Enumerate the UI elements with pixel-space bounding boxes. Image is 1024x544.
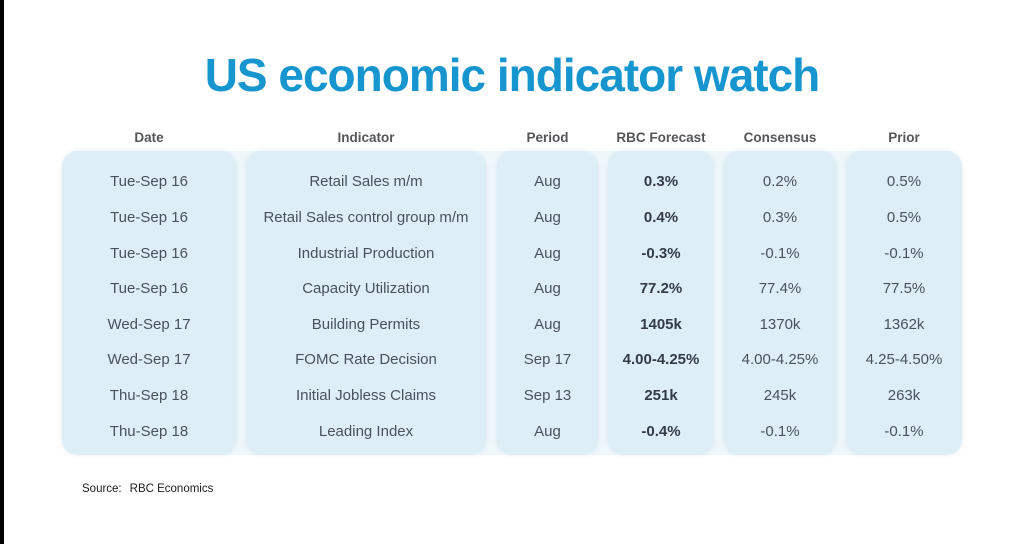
cell-rbc_forecast-row7: 251k [644,387,678,405]
cell-prior-row3: -0.1% [884,244,924,262]
cell-consensus-row6: 4.00-4.25% [741,351,819,369]
cell-indicator-row7: Initial Jobless Claims [295,387,437,405]
header-period: Period [526,130,569,145]
page-title: US economic indicator watch [204,49,821,101]
cell-prior-row1: 0.5% [886,173,922,191]
cell-period-row5: Aug [534,315,561,333]
cell-indicator-row2: Retail Sales control group m/m [263,208,469,226]
source-text: RBC Economics [129,483,214,495]
column-band-prior: 0.5% 0.5% -0.1% 77.5% 1362k 4.25-4.50% 263k -0.… [846,151,962,455]
cell-rbc_forecast-row6: 4.00-4.25% [622,351,700,369]
cell-rbc_forecast-row4: 77.2% [639,280,683,298]
cell-date-row2: Tue-Sep 16 [110,208,188,226]
header-consensus: Consensus [743,130,817,145]
cell-rbc_forecast-row8: -0.4% [641,422,681,440]
cell-period-row8: Aug [534,422,561,440]
cell-indicator-row1: Retail Sales m/m [309,173,423,191]
header-rbc_forecast: RBC Forecast [616,130,706,145]
cell-consensus-row4: 77.4% [758,280,802,298]
source-note: Source: RBC Economics [82,483,213,495]
cell-indicator-row4: Capacity Utilization [302,280,430,298]
cell-rbc_forecast-row5: 1405k [640,315,682,333]
column-band-indicator: Retail Sales m/m Retail Sales control gro… [246,151,486,455]
cell-date-row6: Wed-Sep 17 [107,351,191,369]
column-band-consensus: 0.2% 0.3% -0.1% 77.4% 1370k 4.00-4.25% 245k -0.… [724,151,836,455]
cell-period-row1: Aug [534,173,561,191]
cell-consensus-row1: 0.2% [762,173,798,191]
cell-period-row2: Aug [534,208,561,226]
left-edge-letterbox-bar [0,0,4,544]
header-indicator: Indicator [337,130,395,145]
header-prior: Prior [888,130,920,145]
cell-prior-row5: 1362k [883,315,925,333]
cell-consensus-row7: 245k [763,387,797,405]
header-date: Date [134,130,164,145]
cell-date-row7: Thu-Sep 18 [109,387,189,405]
column-band-rbc_forecast: 0.3% 0.4% -0.3% 77.2% 1405k 4.00-4.25% 251k -0.… [608,151,714,455]
cell-indicator-row6: FOMC Rate Decision [295,351,437,369]
indicator-table: Tue-Sep 16 Tue-Sep 16 Tue-Sep 16 Tue-Sep 16… [0,151,1024,455]
cell-period-row7: Sep 13 [523,387,572,405]
cell-rbc_forecast-row3: -0.3% [641,244,681,262]
source-label: Source: [82,483,122,495]
cell-consensus-row8: -0.1% [760,422,800,440]
cell-date-row3: Tue-Sep 16 [110,244,188,262]
cell-date-row8: Thu-Sep 18 [109,422,189,440]
cell-period-row6: Sep 17 [523,351,572,369]
cell-indicator-row5: Building Permits [311,315,421,333]
table-header-row: Date Indicator Period RBC Forecast Consensus… [0,130,1024,148]
cell-prior-row6: 4.25-4.50% [865,351,943,369]
cell-date-row5: Wed-Sep 17 [107,315,191,333]
cell-consensus-row5: 1370k [759,315,801,333]
cell-consensus-row2: 0.3% [762,208,798,226]
cell-period-row4: Aug [534,280,561,298]
cell-rbc_forecast-row2: 0.4% [643,208,679,226]
cell-date-row1: Tue-Sep 16 [110,173,188,191]
cell-prior-row2: 0.5% [886,208,922,226]
cell-date-row4: Tue-Sep 16 [110,280,188,298]
cell-prior-row8: -0.1% [884,422,924,440]
cell-consensus-row3: -0.1% [760,244,800,262]
column-band-date: Tue-Sep 16 Tue-Sep 16 Tue-Sep 16 Tue-Sep 16… [62,151,236,455]
cell-prior-row4: 77.5% [882,280,926,298]
cell-prior-row7: 263k [887,387,921,405]
cell-period-row3: Aug [534,244,561,262]
column-band-period: Aug Aug Aug Aug Aug Sep 17 Sep 13 Aug [497,151,598,455]
cell-indicator-row3: Industrial Production [297,244,435,262]
cell-rbc_forecast-row1: 0.3% [643,173,679,191]
cell-indicator-row8: Leading Index [318,422,414,440]
